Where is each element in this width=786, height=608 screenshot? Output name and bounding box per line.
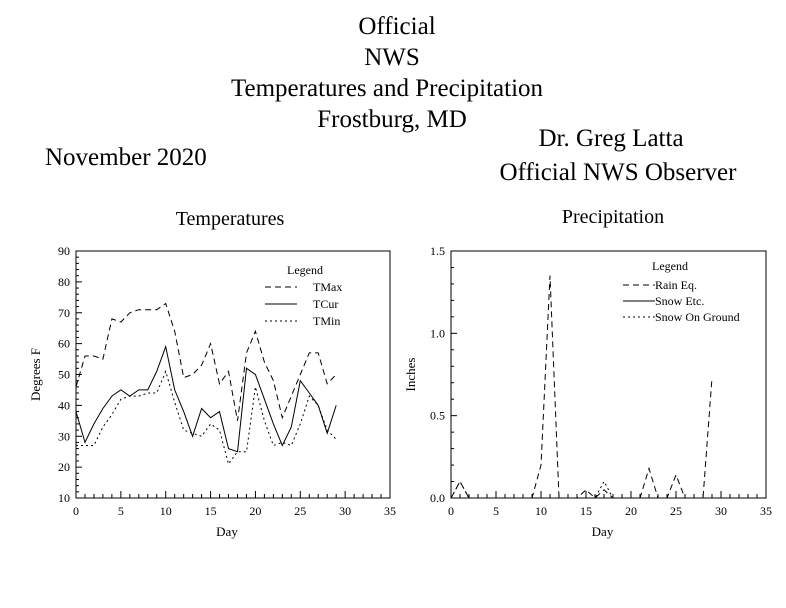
observer-name: Dr. Greg Latta — [538, 125, 684, 152]
y-tick-label: 40 — [58, 398, 70, 412]
x-tick-label: 30 — [339, 504, 351, 518]
plot-frame — [75, 250, 391, 499]
y-tick-label: 20 — [58, 460, 70, 474]
x-tick-label: 30 — [715, 504, 727, 518]
x-tick-label: 0 — [73, 504, 79, 518]
legend-label: Snow Etc. — [655, 294, 704, 308]
x-tick-label: 25 — [294, 504, 306, 518]
x-tick-label: 35 — [384, 504, 396, 518]
x-tick-label: 15 — [205, 504, 217, 518]
legend-label: TMin — [313, 314, 340, 328]
legend-label: TMax — [313, 280, 342, 294]
x-axis-label: Day — [592, 524, 614, 539]
series-line-tmin — [76, 369, 337, 466]
title-line-2: NWS — [364, 44, 420, 71]
x-tick-label: 10 — [160, 504, 172, 518]
legend-title: Legend — [652, 259, 688, 273]
y-tick-label: 0.5 — [430, 409, 445, 423]
x-axis-label: Day — [216, 524, 238, 539]
y-tick-label: 50 — [58, 368, 70, 382]
x-tick-label: 5 — [118, 504, 124, 518]
x-tick-label: 35 — [760, 504, 772, 518]
x-tick-label: 10 — [535, 504, 547, 518]
title-line-1: Official — [358, 13, 436, 40]
y-tick-label: 0.0 — [430, 491, 445, 505]
legend-label: Rain Eq. — [655, 278, 697, 292]
y-axis-label: Inches — [403, 358, 418, 392]
y-tick-label: 80 — [58, 275, 70, 289]
observer-role: Official NWS Observer — [499, 159, 737, 186]
y-tick-label: 1.5 — [430, 244, 445, 258]
y-tick-label: 90 — [58, 244, 70, 258]
x-tick-label: 25 — [670, 504, 682, 518]
chart-title: Temperatures — [176, 208, 285, 230]
x-tick-label: 5 — [493, 504, 499, 518]
x-tick-label: 20 — [249, 504, 261, 518]
series-line-tmax — [75, 302, 337, 421]
chart-title: Precipitation — [562, 206, 664, 228]
y-tick-label: 30 — [58, 429, 70, 443]
y-tick-label: 1.0 — [430, 326, 445, 340]
x-tick-label: 15 — [580, 504, 592, 518]
precipitation-chart: Precipitation 0 5 10 15 20 25 30 35 0.0 0.5 1.0 1.5 D… — [403, 206, 772, 539]
x-tick-label: 20 — [625, 504, 637, 518]
series-line-tcur — [75, 344, 337, 453]
x-tick-label: 0 — [448, 504, 454, 518]
y-axis-label: Degrees F — [28, 348, 43, 401]
y-tick-label: 70 — [58, 306, 70, 320]
y-tick-label: 10 — [58, 491, 70, 505]
y-tick-label: 60 — [58, 337, 70, 351]
temperature-chart: Temperatures 0 5 10 15 20 25 30 35 10 20 30 40 50 60 70… — [28, 208, 396, 539]
series-line-snow-on-ground — [450, 480, 712, 499]
title-line-3: Temperatures and Precipitation — [230, 75, 544, 102]
legend-title: Legend — [287, 263, 323, 277]
legend-label: TCur — [313, 297, 338, 311]
title-line-4: Frostburg, MD — [317, 106, 467, 133]
month-label: November 2020 — [45, 144, 207, 171]
legend-label: Snow On Ground — [655, 310, 740, 324]
plot-frame — [450, 250, 767, 499]
